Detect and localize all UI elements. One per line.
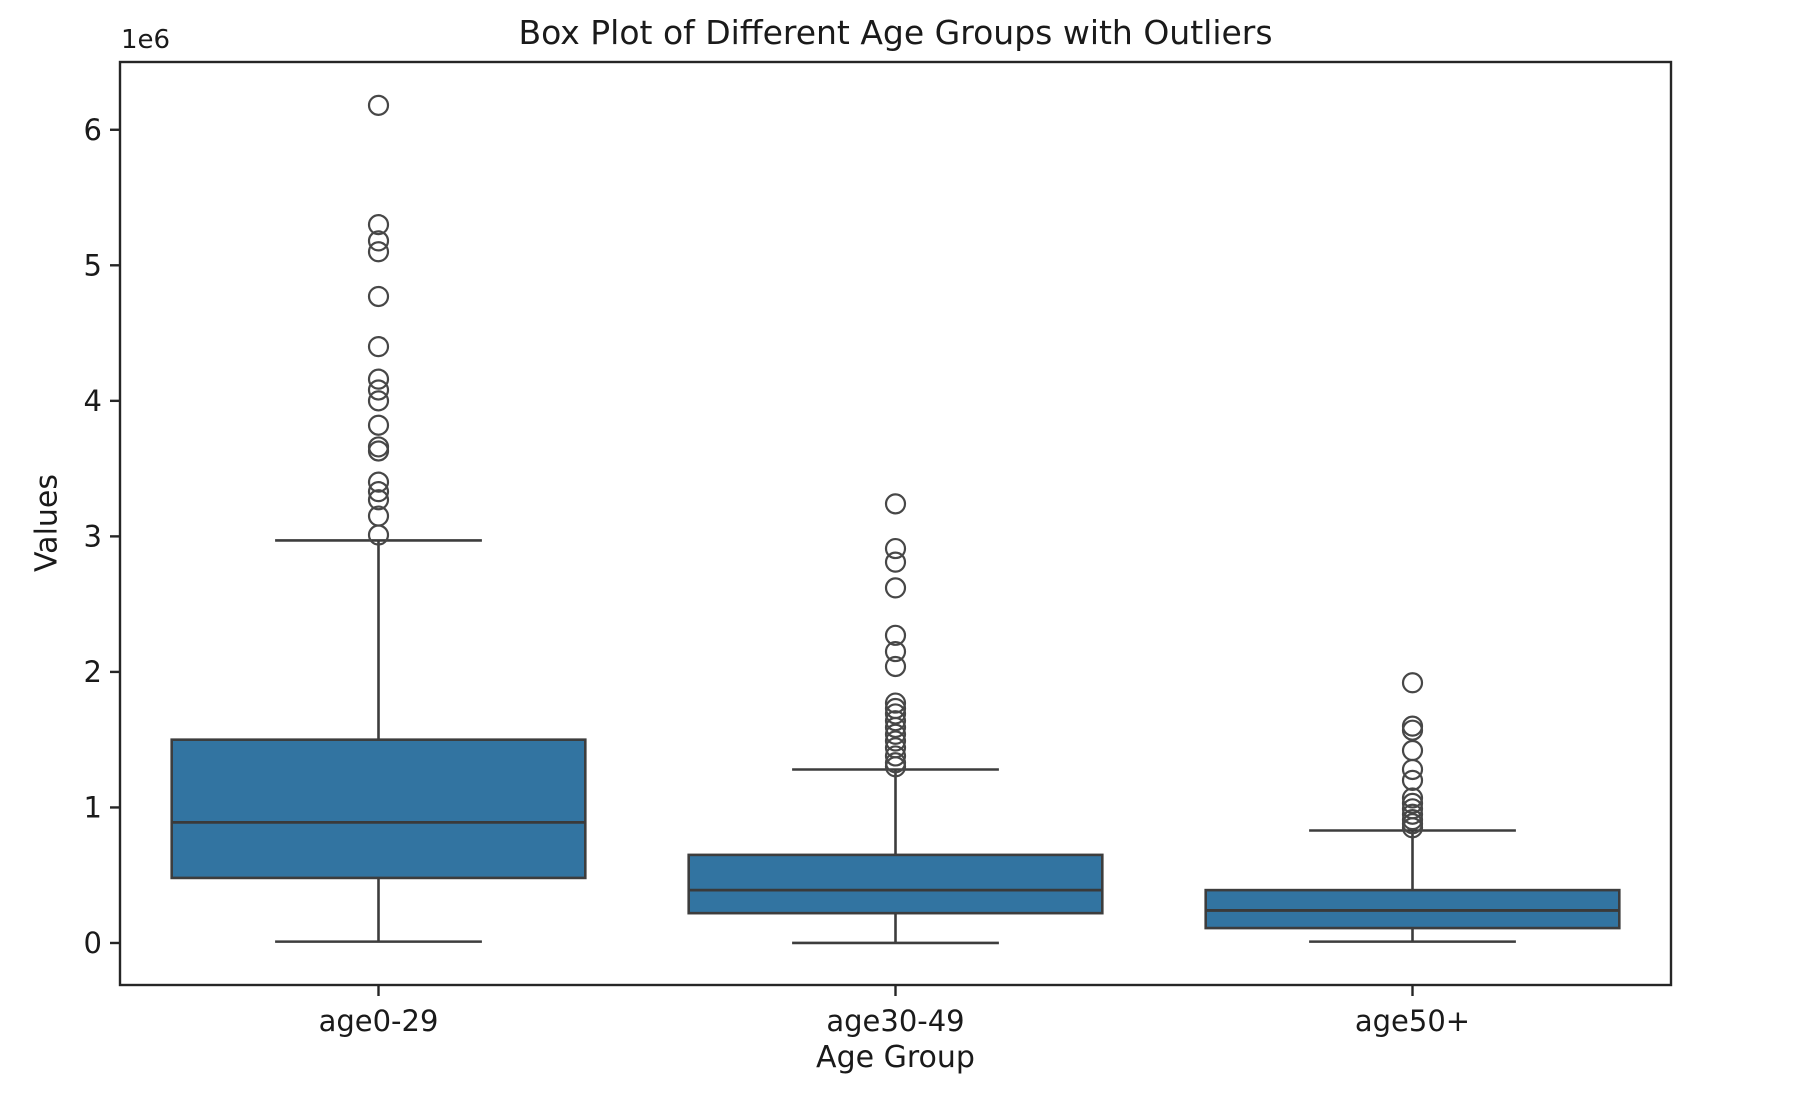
outlier-point [367, 336, 390, 358]
outlier-point [884, 697, 907, 720]
outlier-point [1401, 719, 1424, 741]
outlier-point [1401, 787, 1424, 809]
outlier-point [884, 752, 907, 774]
outlier-point [884, 723, 907, 745]
x-tick-label-age0-29: age0-29 [319, 1004, 439, 1038]
outlier-point [367, 241, 390, 263]
outlier-point [884, 655, 907, 678]
box-age50+ [1204, 672, 1621, 943]
y-tick-label: 5 [84, 248, 102, 282]
outlier-point [367, 414, 390, 436]
outlier-point [884, 493, 907, 515]
outlier-point [884, 730, 907, 752]
box-body [170, 738, 587, 880]
x-tick-label-age30-49: age30-49 [826, 1004, 964, 1038]
outlier-point [1401, 758, 1424, 781]
outlier-point [884, 703, 907, 725]
outlier-point [1401, 798, 1424, 820]
outlier-point [884, 640, 907, 663]
x-axis-label: Age Group [816, 1040, 975, 1075]
y-tick-label: 4 [84, 384, 102, 418]
y-tick-label: 0 [84, 926, 102, 960]
outlier-point [884, 710, 907, 732]
y-tick-label: 6 [84, 113, 102, 147]
y-axis-ticks: 0 1 2 3 4 5 6 [84, 113, 120, 960]
outlier-point [884, 577, 907, 599]
outlier-point [884, 624, 907, 646]
outlier-point [1401, 792, 1424, 814]
outlier-point [367, 94, 390, 116]
outlier-point [884, 537, 907, 560]
outlier-point [367, 489, 390, 511]
outlier-point [367, 368, 390, 390]
outlier-point [884, 745, 907, 767]
outlier-point [367, 471, 390, 493]
y-axis-offset-text: 1e6 [121, 25, 171, 55]
outlier-point [367, 481, 390, 503]
x-axis-ticks: age0-29 age30-49 age50+ [319, 985, 1470, 1038]
outlier-point [884, 737, 907, 759]
outlier-point [367, 436, 390, 458]
outlier-point [1401, 803, 1424, 825]
chart-title: Box Plot of Different Age Groups with Ou… [518, 13, 1273, 52]
outlier-point [367, 230, 390, 252]
outlier-point [884, 551, 907, 573]
outlier-point [1401, 809, 1424, 831]
y-tick-label: 3 [84, 519, 102, 553]
outlier-point [1401, 715, 1424, 737]
outlier-point [367, 390, 390, 412]
outlier-point [884, 692, 907, 714]
x-tick-label-age50+: age50+ [1355, 1004, 1470, 1038]
outlier-point [367, 505, 390, 527]
y-tick-label: 2 [84, 655, 102, 689]
outlier-point [1401, 769, 1424, 791]
box-body [687, 853, 1104, 915]
outlier-point [1401, 672, 1424, 694]
outlier-point [367, 214, 390, 236]
outlier-point [1401, 739, 1424, 762]
box-age30-49 [687, 493, 1104, 945]
box-age0-29 [170, 94, 587, 943]
outlier-point [367, 285, 390, 308]
outlier-point [367, 440, 390, 462]
outlier-point [367, 379, 390, 401]
y-tick-label: 1 [84, 790, 102, 824]
